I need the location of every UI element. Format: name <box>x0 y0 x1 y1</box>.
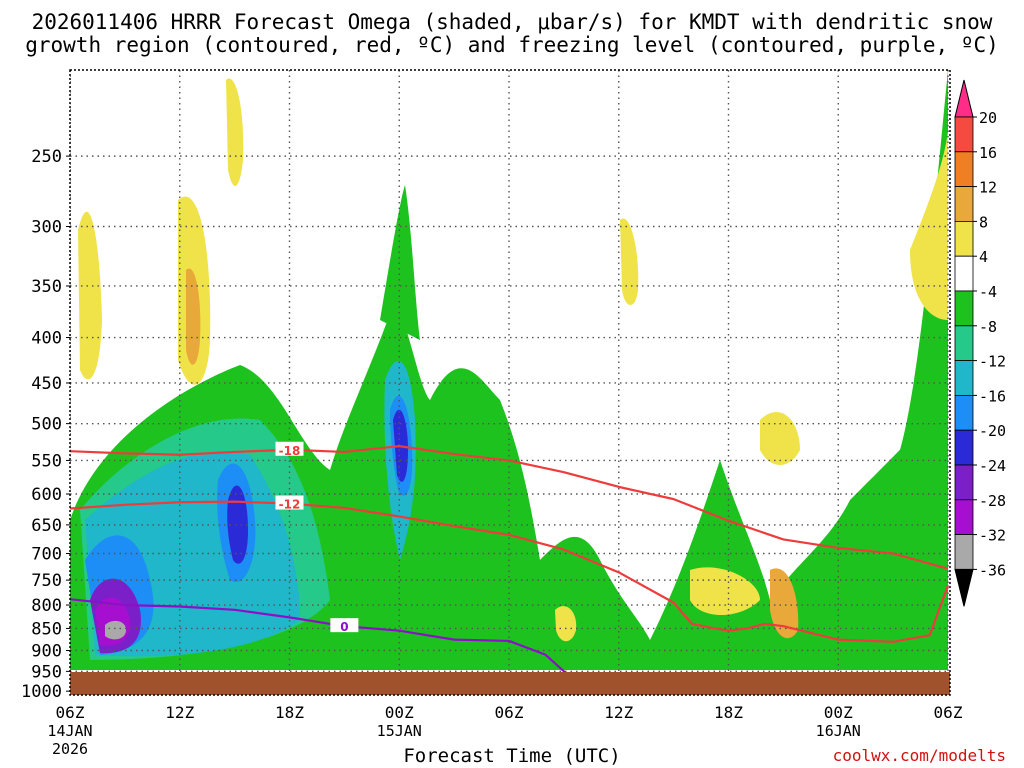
colorbar-label: 12 <box>979 179 997 197</box>
y-tick-label: 950 <box>31 662 62 682</box>
y-tick-label: 600 <box>31 485 62 505</box>
omega-fill-green-right <box>900 70 948 450</box>
watermark-url[interactable]: coolwx.com/modelts <box>832 746 1006 765</box>
chart-title-line2: growth region (contoured, red, ºC) and f… <box>25 33 999 57</box>
colorbar-swatch <box>954 255 974 292</box>
colorbar-label: 20 <box>979 109 997 127</box>
contour-label: -12 <box>279 498 301 512</box>
colorbar-label: -32 <box>979 527 1006 545</box>
omega-fill-yellow-8 <box>555 606 577 642</box>
colorbar-label: -20 <box>979 422 1006 440</box>
contour-label-bg <box>330 618 359 633</box>
omega-fill-yellow-7 <box>760 411 800 465</box>
colorbar-top-arrow <box>954 79 974 118</box>
contour-label: -18 <box>279 444 301 458</box>
omega-fill-yellow-5 <box>690 567 760 615</box>
y-tick-label: 300 <box>31 217 62 237</box>
colorbar-label: 4 <box>979 248 988 266</box>
omega-fill-yellow-3 <box>226 78 244 187</box>
x-tick-label: 12Z <box>604 703 633 722</box>
contour-freezing-level <box>70 598 583 687</box>
x-tick-date: 15JAN <box>377 722 422 740</box>
y-tick-label: 700 <box>31 545 62 565</box>
x-tick-date: 14JAN <box>47 722 92 740</box>
y-tick-label: 850 <box>31 619 62 639</box>
y-tick-label: 650 <box>31 516 62 536</box>
y-tick-label: 450 <box>31 374 62 394</box>
y-axis: 2503003504004505005506006507007508008509… <box>21 147 70 702</box>
colorbar-swatch <box>954 220 974 257</box>
contour-label: 0 <box>340 620 348 634</box>
colorbar-label: -8 <box>979 318 997 336</box>
colorbar-swatch <box>954 116 974 153</box>
y-tick-label: 250 <box>31 147 62 167</box>
omega-fill-darkblue <box>227 485 248 564</box>
grid-lines <box>70 70 949 695</box>
colorbar-swatch <box>954 394 974 431</box>
contour-dgz-minus18 <box>70 445 949 570</box>
colorbar-label: 8 <box>979 213 988 231</box>
colorbar-label: -16 <box>979 387 1006 405</box>
contour-label-bg <box>275 495 304 510</box>
temperature-contours: -18 -12 0 <box>70 441 950 687</box>
x-tick-label: 12Z <box>165 703 194 722</box>
omega-fill-orange-2 <box>186 268 201 365</box>
colorbar-swatch <box>954 151 974 188</box>
x-tick-year: 2026 <box>52 740 88 758</box>
x-axis-title: Forecast Time (UTC) <box>403 745 621 767</box>
x-tick-label: 00Z <box>385 703 414 722</box>
colorbar-label: -28 <box>979 492 1006 510</box>
colorbar: 20 16 12 8 4 -4 -8 -12 -16 -20 -24 -28 -32 -36 <box>954 79 1006 607</box>
colorbar-swatch <box>954 429 974 466</box>
colorbar-swatch <box>954 499 974 535</box>
colorbar-swatch <box>954 290 974 327</box>
colorbar-label: -12 <box>979 353 1006 371</box>
y-tick-label: 500 <box>31 415 62 435</box>
y-tick-label: 800 <box>31 596 62 616</box>
colorbar-swatch <box>954 325 974 361</box>
colorbar-label: -36 <box>979 561 1006 579</box>
contour-label-bg <box>275 441 304 456</box>
x-tick-label: 18Z <box>714 703 743 722</box>
x-tick-label: 06Z <box>934 703 963 722</box>
colorbar-swatch <box>954 186 974 222</box>
colorbar-label: -24 <box>979 457 1006 475</box>
contour-dgz-minus12 <box>70 500 950 643</box>
omega-fill-gray <box>105 620 126 640</box>
colorbar-swatch <box>954 464 974 501</box>
omega-fill-yellow-1 <box>78 211 102 380</box>
colorbar-label: 16 <box>979 144 997 162</box>
ground-surface <box>70 672 950 695</box>
colorbar-label: -4 <box>979 283 997 301</box>
chart-title-line1: 2026011406 HRRR Forecast Omega (shaded, … <box>31 10 993 34</box>
omega-fill-yellow-4 <box>620 218 639 305</box>
x-tick-label: 06Z <box>56 703 85 722</box>
omega-fill-orange-5 <box>770 568 799 639</box>
x-tick-label: 00Z <box>824 703 853 722</box>
y-tick-label: 400 <box>31 329 62 349</box>
y-tick-label: 550 <box>31 451 62 471</box>
y-tick-label: 750 <box>31 571 62 591</box>
x-tick-date: 16JAN <box>816 722 861 740</box>
y-tick-label: 1000 <box>21 682 62 702</box>
y-tick-label: 900 <box>31 641 62 661</box>
colorbar-swatch <box>954 360 974 396</box>
omega-fill-yellow-6 <box>910 130 948 320</box>
x-tick-label: 18Z <box>275 703 304 722</box>
x-tick-label: 06Z <box>495 703 524 722</box>
omega-fill-green-upper <box>380 185 420 340</box>
colorbar-bottom-arrow <box>954 568 974 607</box>
y-tick-label: 350 <box>31 277 62 297</box>
colorbar-swatch <box>954 534 974 570</box>
